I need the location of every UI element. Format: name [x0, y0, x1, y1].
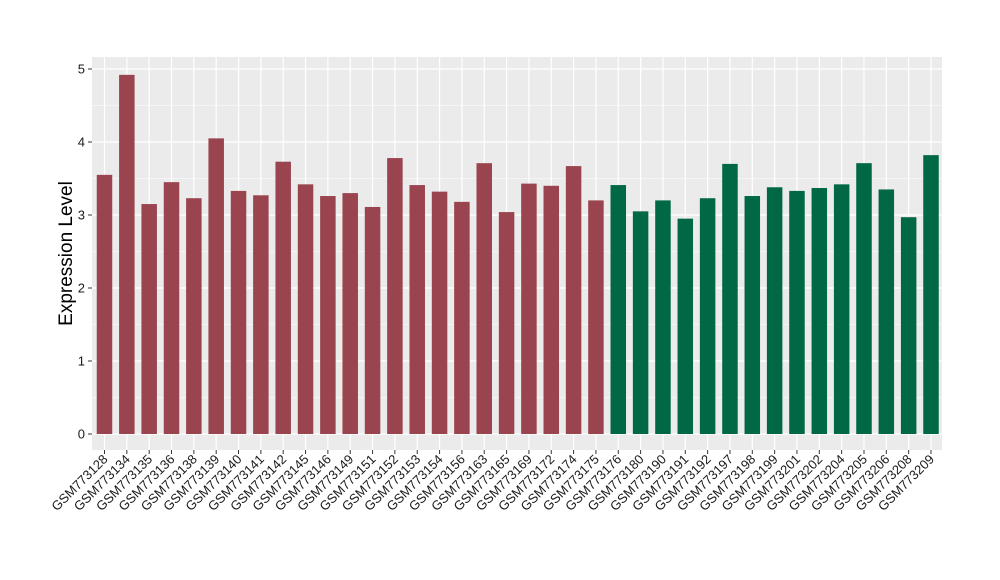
bar-GSM773199	[766, 187, 783, 434]
bar-GSM773145	[297, 184, 314, 434]
bar-GSM773136	[163, 182, 180, 434]
x-axis: GSM773128GSM773134GSM773135GSM773136GSM7…	[48, 450, 937, 514]
bar-GSM773180	[632, 211, 649, 434]
bar-GSM773174	[565, 166, 582, 434]
bar-GSM773176	[610, 185, 627, 434]
bar-GSM773209	[923, 155, 939, 434]
bar-GSM773165	[498, 212, 515, 434]
y-tick-label: 4	[78, 135, 85, 150]
bar-GSM773128	[96, 174, 113, 434]
bar-GSM773153	[409, 185, 425, 434]
y-tick-label: 1	[78, 354, 85, 369]
bar-GSM773139	[208, 138, 224, 434]
bar-GSM773138	[186, 198, 202, 434]
bar-GSM773198	[744, 196, 761, 434]
bar-GSM773135	[141, 204, 157, 434]
bar-GSM773192	[699, 198, 716, 434]
bar-GSM773141	[253, 195, 269, 434]
bar-GSM773146	[320, 196, 336, 434]
bar-GSM773202	[811, 187, 828, 434]
bar-GSM773140	[230, 190, 247, 434]
bar-GSM773163	[476, 163, 492, 435]
y-tick-label: 3	[78, 208, 85, 223]
bar-GSM773175	[588, 200, 604, 434]
bar-GSM773190	[655, 200, 671, 434]
bar-series	[96, 74, 939, 435]
bar-GSM773205	[856, 163, 872, 435]
bar-GSM773201	[789, 190, 805, 434]
y-tick-label: 2	[78, 281, 85, 296]
y-axis-title: Expression Level	[56, 181, 77, 326]
bar-GSM773208	[900, 217, 917, 434]
bar-GSM773172	[543, 185, 560, 434]
bar-GSM773149	[342, 193, 358, 434]
bar-GSM773156	[454, 201, 470, 434]
bar-GSM773169	[521, 183, 537, 434]
bar-GSM773204	[833, 184, 850, 434]
bar-GSM773154	[431, 191, 448, 434]
y-axis: 0 1 2 3 4 5	[78, 62, 92, 442]
y-tick-label: 5	[78, 62, 85, 77]
bar-GSM773142	[275, 161, 291, 434]
bar-GSM773152	[387, 158, 403, 434]
y-tick-label: 0	[78, 427, 85, 442]
bar-GSM773191	[677, 218, 694, 434]
bar-GSM773151	[364, 206, 381, 434]
bar-GSM773206	[878, 189, 895, 434]
bar-GSM773134	[119, 74, 135, 434]
bar-GSM773197	[722, 163, 738, 434]
